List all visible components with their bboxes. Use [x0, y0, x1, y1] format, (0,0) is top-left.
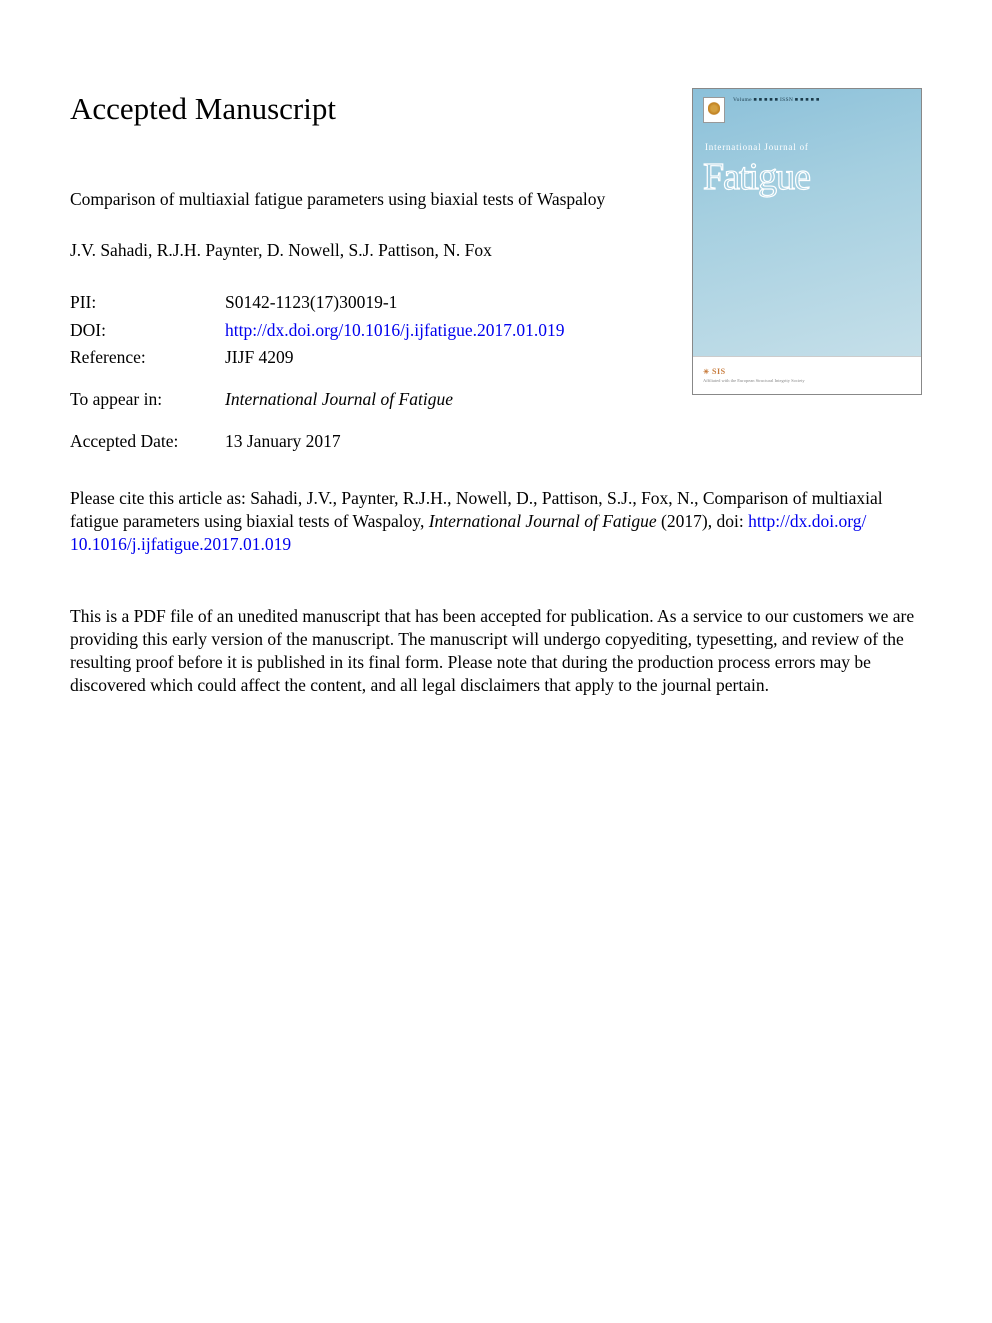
citation-year-doi: (2017), doi: [657, 511, 748, 531]
cover-subtitle: International Journal of [705, 141, 911, 153]
citation-block: Please cite this article as: Sahadi, J.V… [70, 487, 922, 556]
article-title: Comparison of multiaxial fatigue paramet… [70, 188, 664, 212]
disclaimer-block: This is a PDF file of an unedited manusc… [70, 605, 922, 697]
meta-row-appear: To appear in: International Journal of F… [70, 386, 564, 414]
appear-label: To appear in: [70, 386, 225, 414]
top-section: Accepted Manuscript Comparison of multia… [70, 88, 922, 455]
meta-row-pii: PII: S0142-1123(17)30019-1 [70, 289, 564, 317]
cover-footer-tagline: Affiliated with the European Structural … [703, 378, 911, 384]
authors-list: J.V. Sahadi, R.J.H. Paynter, D. Nowell, … [70, 239, 664, 263]
meta-spacer [70, 414, 564, 428]
doi-value: http://dx.doi.org/10.1016/j.ijfatigue.20… [225, 317, 564, 345]
publisher-logo-icon [703, 97, 725, 123]
cover-top-row: Volume ■ ■ ■ ■ ■ ISSN ■ ■ ■ ■ ■ [703, 97, 911, 123]
journal-cover: Volume ■ ■ ■ ■ ■ ISSN ■ ■ ■ ■ ■ Internat… [692, 88, 922, 395]
metadata-table: PII: S0142-1123(17)30019-1 DOI: http://d… [70, 289, 564, 455]
accepted-value: 13 January 2017 [225, 428, 564, 456]
left-column: Accepted Manuscript Comparison of multia… [70, 88, 664, 455]
citation-doi-part1: http://dx.doi.org/ [748, 511, 866, 531]
cover-volume-text: Volume ■ ■ ■ ■ ■ ISSN ■ ■ ■ ■ ■ [733, 97, 820, 104]
reference-label: Reference: [70, 344, 225, 372]
pii-label: PII: [70, 289, 225, 317]
citation-journal: International Journal of Fatigue [429, 511, 657, 531]
meta-row-accepted: Accepted Date: 13 January 2017 [70, 428, 564, 456]
pii-value: S0142-1123(17)30019-1 [225, 289, 564, 317]
appear-value: International Journal of Fatigue [225, 386, 564, 414]
reference-value: JIJF 4209 [225, 344, 564, 372]
cover-footer: SIS Affiliated with the European Structu… [693, 356, 921, 394]
cover-main: Volume ■ ■ ■ ■ ■ ISSN ■ ■ ■ ■ ■ Internat… [693, 89, 921, 356]
page-heading: Accepted Manuscript [70, 88, 664, 130]
meta-row-reference: Reference: JIJF 4209 [70, 344, 564, 372]
doi-label: DOI: [70, 317, 225, 345]
meta-spacer [70, 372, 564, 386]
meta-row-doi: DOI: http://dx.doi.org/10.1016/j.ijfatig… [70, 317, 564, 345]
citation-doi-part2: 10.1016/j.ijfatigue.2017.01.019 [70, 534, 291, 554]
doi-link[interactable]: http://dx.doi.org/10.1016/j.ijfatigue.20… [225, 320, 564, 340]
cover-footer-logo: SIS [703, 367, 911, 378]
cover-title: Fatigue [703, 159, 911, 195]
accepted-label: Accepted Date: [70, 428, 225, 456]
